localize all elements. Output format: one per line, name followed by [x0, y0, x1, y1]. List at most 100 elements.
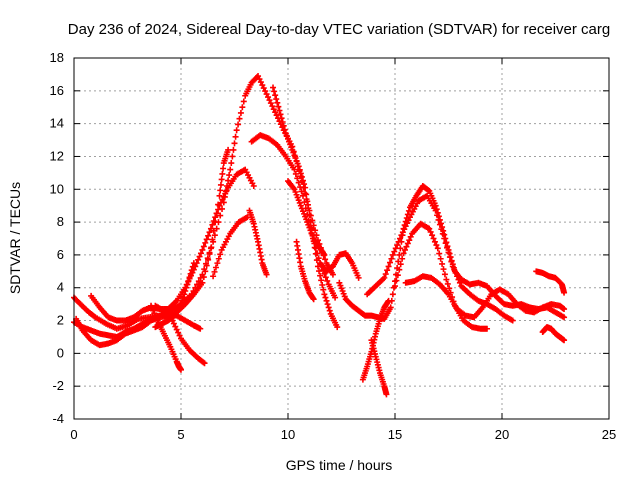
- series-track-1: [71, 73, 336, 332]
- point-9-6-1: [301, 199, 308, 206]
- point-7-0-5: [217, 251, 224, 258]
- point-10-1-3: [279, 118, 286, 125]
- point-15-3-3: [394, 242, 401, 249]
- point-1-15-0: [199, 279, 206, 286]
- point-10-4-5: [301, 181, 308, 188]
- point-0-14-1: [211, 232, 218, 239]
- series-track-20: [402, 273, 568, 321]
- point-10-7-5: [320, 286, 327, 293]
- point-18-1-4: [406, 237, 413, 244]
- y-tick-label-7: 10: [50, 181, 64, 196]
- point-4-2-3: [173, 326, 180, 333]
- point-0-16-5: [232, 133, 239, 140]
- point-3-13-0: [199, 246, 206, 253]
- point-3-14-1: [209, 221, 216, 228]
- point-9-end: [332, 294, 339, 301]
- series-track-14: [317, 250, 362, 281]
- point-0-16-4: [231, 140, 238, 147]
- data-marks: [71, 73, 568, 398]
- point-18-4-5: [433, 242, 440, 249]
- point-0-12-5: [197, 274, 204, 281]
- point-0-12-4: [195, 278, 202, 285]
- y-tick-label-8: 12: [50, 148, 64, 163]
- point-4-5-5: [200, 359, 207, 366]
- y-tick-label-9: 14: [50, 116, 64, 131]
- point-0-22-3: [276, 118, 283, 125]
- point-18-0-4: [397, 261, 404, 268]
- point-18-end: [484, 325, 491, 332]
- point-15-end: [509, 317, 516, 324]
- point-10-0-0: [270, 84, 277, 91]
- point-15-4-2: [401, 226, 408, 233]
- x-tick-label-0: 0: [70, 427, 77, 442]
- point-4-2-1: [170, 320, 177, 327]
- point-6-5-2: [186, 274, 193, 281]
- point-2-end: [197, 325, 204, 332]
- point-3-14-4: [213, 210, 220, 217]
- point-15-2-2: [384, 267, 391, 274]
- point-3-14-2: [210, 217, 217, 224]
- point-18-5-3: [439, 260, 446, 267]
- y-tick-label-4: 4: [57, 280, 64, 295]
- point-18-0-2: [394, 272, 401, 279]
- point-6-4-0: [178, 301, 184, 308]
- point-15-3-1: [391, 248, 398, 255]
- point-18-4-3: [430, 235, 437, 242]
- point-15-10-0: [449, 263, 456, 270]
- point-10-4-3: [298, 173, 305, 180]
- point-18-4-4: [431, 238, 438, 245]
- point-18-4-2: [429, 232, 436, 239]
- point-0-21-2: [266, 97, 273, 104]
- point-6-4-2: [180, 294, 187, 301]
- point-10-5-3: [305, 205, 312, 212]
- point-3-13-3: [203, 236, 210, 243]
- point-3-15-5: [223, 187, 230, 194]
- point-1-16-1: [209, 236, 216, 243]
- tick-labels: 0 5 10 15 20 25 -4 -2 0 2 4 6 8 10 12 14 16 18: [50, 50, 617, 442]
- point-15-10-2: [452, 269, 459, 276]
- point-10-7-3: [318, 277, 325, 284]
- point-9-6-0: [299, 192, 306, 199]
- point-14-13-5: [425, 187, 432, 194]
- point-0-20-4: [260, 85, 267, 92]
- point-1-15-4: [205, 256, 212, 263]
- point-10-5-0: [302, 184, 309, 191]
- point-15-9-2: [444, 244, 451, 251]
- point-15-3-4: [395, 238, 402, 245]
- point-1-15-2: [202, 268, 209, 275]
- point-21-end: [561, 337, 568, 344]
- point-10-5-4: [306, 211, 313, 218]
- point-15-8-4: [438, 226, 445, 233]
- point-1-15-3: [203, 262, 210, 269]
- point-0-21-0: [263, 91, 270, 98]
- point-4-2-5: [176, 332, 183, 339]
- series-track-12: [285, 178, 328, 258]
- point-7-0-4: [215, 255, 222, 262]
- y-tick-label-3: 2: [57, 313, 64, 328]
- point-15-9-0: [441, 235, 448, 242]
- point-6-4-5: [183, 284, 190, 291]
- point-3-end: [250, 182, 257, 189]
- point-12-end: [310, 296, 317, 303]
- point-7-0-2: [212, 264, 219, 271]
- point-13-end: [355, 274, 362, 281]
- point-7-0-3: [214, 260, 221, 267]
- point-10-8-3: [324, 301, 331, 308]
- point-0-17-4: [239, 104, 246, 111]
- point-0-end: [329, 271, 336, 278]
- point-15-2-1: [382, 271, 389, 278]
- point-15-2-3: [385, 263, 392, 270]
- series-track-17: [359, 297, 392, 383]
- point-11-end: [321, 251, 328, 258]
- point-3-15-4: [222, 190, 229, 197]
- point-0-16-3: [230, 146, 237, 153]
- point-10-6-4: [312, 250, 319, 257]
- point-18-0-3: [396, 266, 403, 273]
- point-10-0-3: [273, 96, 280, 103]
- point-10-5-1: [303, 191, 310, 198]
- point-10-1-2: [278, 115, 285, 122]
- point-15-3-5: [396, 235, 403, 242]
- point-0-16-2: [229, 153, 236, 160]
- series-track-18: [368, 337, 390, 398]
- point-15-2-0: [381, 274, 388, 281]
